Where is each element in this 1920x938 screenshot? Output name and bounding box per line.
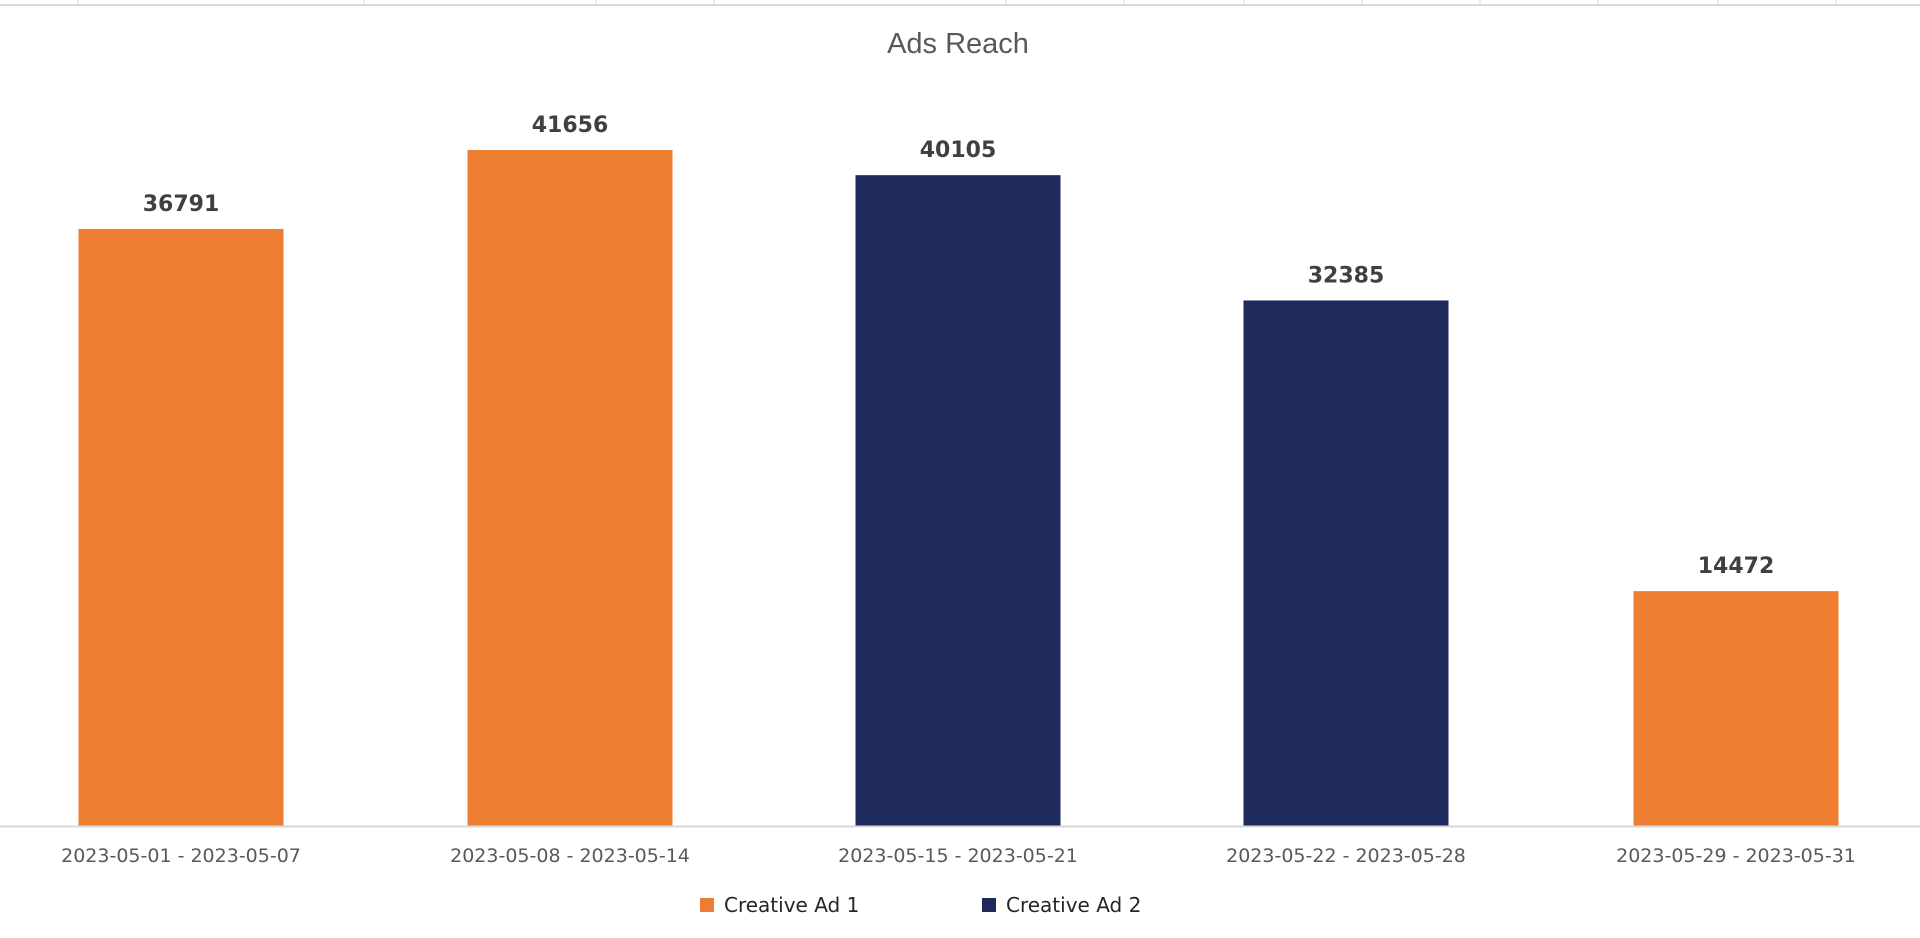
x-tick-labels-group: 2023-05-01 - 2023-05-07 2023-05-08 - 2023… xyxy=(61,845,1856,867)
top-border-decor xyxy=(0,0,1920,6)
data-labels-group: 36791 41656 40105 32385 14472 xyxy=(143,113,1775,579)
x-tick-label-5: 2023-05-29 - 2023-05-31 xyxy=(1616,845,1856,867)
bar-1 xyxy=(78,228,284,827)
legend-swatch-1 xyxy=(700,898,714,912)
x-tick-label-1: 2023-05-01 - 2023-05-07 xyxy=(61,845,301,867)
bar-2 xyxy=(467,150,673,826)
x-tick-label-3: 2023-05-15 - 2023-05-21 xyxy=(838,845,1078,867)
data-label-1: 36791 xyxy=(143,192,220,217)
bar-5 xyxy=(1633,591,1839,826)
bar-4 xyxy=(1243,300,1449,826)
data-label-5: 14472 xyxy=(1698,554,1775,579)
data-label-3: 40105 xyxy=(920,138,997,163)
legend-label-1: Creative Ad 1 xyxy=(724,893,859,917)
x-tick-label-4: 2023-05-22 - 2023-05-28 xyxy=(1226,845,1466,867)
data-label-4: 32385 xyxy=(1308,263,1385,288)
x-tick-label-2: 2023-05-08 - 2023-05-14 xyxy=(450,845,690,867)
chart-title: Ads Reach xyxy=(887,28,1029,60)
data-label-2: 41656 xyxy=(532,113,609,138)
legend-swatch-2 xyxy=(982,898,996,912)
bar-3 xyxy=(855,175,1061,826)
legend: Creative Ad 1 Creative Ad 2 xyxy=(700,893,1141,917)
legend-label-2: Creative Ad 2 xyxy=(1006,893,1141,917)
bars-group xyxy=(78,150,1839,827)
